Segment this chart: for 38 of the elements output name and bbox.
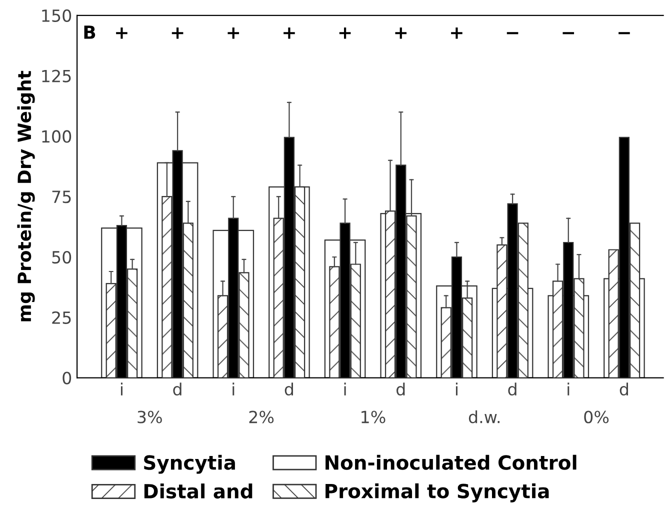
y-tick-label: 0: [62, 372, 72, 384]
y-tick-label: 75: [52, 190, 71, 204]
annotation: +: [451, 27, 462, 39]
text: d.w.: [468, 410, 500, 424]
x-tick-label: i: [232, 382, 234, 396]
y-tick-label: 125: [42, 70, 71, 82]
x-tick-label: d: [173, 382, 182, 396]
legend-label: Distal and: [144, 484, 252, 499]
x-tick-label: d: [508, 382, 516, 396]
text: 3%: [138, 410, 162, 424]
legend-label: Syncytia: [144, 454, 235, 474]
x-tick-label: d: [284, 382, 293, 396]
annotation: +: [395, 27, 407, 39]
y-tick-label: 50: [52, 250, 72, 264]
x-tick-label: i: [456, 382, 458, 396]
annotation: −: [506, 32, 518, 34]
annotation: −: [618, 32, 630, 34]
x-tick-label: i: [568, 382, 570, 396]
x-tick-label: d: [620, 382, 628, 396]
annotation: +: [116, 27, 128, 39]
x-tick-label: i: [120, 382, 122, 396]
text: 2%: [249, 410, 274, 424]
text: 0%: [584, 410, 609, 424]
annotation: +: [284, 27, 295, 39]
y-tick-label: 150: [42, 9, 72, 22]
y-tick-label: 100: [42, 130, 72, 143]
text: 1%: [362, 410, 386, 424]
annotation: B: [84, 26, 96, 39]
legend-label: Non-inoculated Control: [326, 454, 576, 470]
legend-label: Proximal to Syncytia: [326, 483, 549, 502]
annotation: +: [172, 27, 184, 39]
annotation: +: [339, 27, 351, 39]
annotation: −: [562, 32, 574, 34]
y-axis-title: mg Protein/g Dry Weight: [17, 70, 35, 322]
annotation: +: [228, 27, 240, 39]
x-tick-label: i: [344, 382, 346, 396]
x-tick-label: d: [396, 382, 405, 396]
y-tick-label: 25: [52, 311, 71, 324]
